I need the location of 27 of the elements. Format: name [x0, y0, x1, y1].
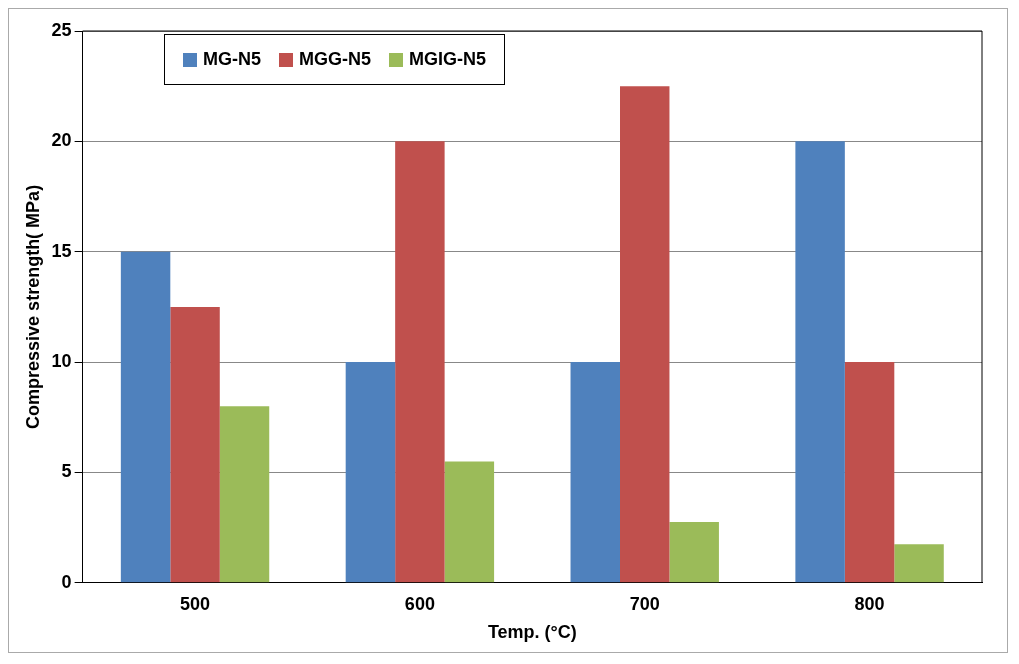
bar	[120, 251, 171, 583]
x-axis-title: Temp. (°C)	[487, 622, 577, 643]
x-tick-label: 700	[629, 593, 660, 614]
legend-label: MGIG-N5	[409, 49, 487, 70]
y-tick-label: 10	[51, 351, 72, 372]
legend-label: MGG-N5	[299, 49, 371, 70]
bar	[669, 522, 719, 583]
bar	[170, 306, 220, 583]
bar	[395, 141, 445, 583]
bar	[795, 141, 845, 583]
legend-label: MG-N5	[203, 49, 261, 70]
y-tick-label: 15	[51, 240, 72, 261]
bar	[219, 406, 270, 583]
y-tick-label: 20	[51, 130, 72, 151]
y-tick-label: 25	[51, 19, 72, 40]
y-tick-label: 5	[61, 461, 72, 482]
bar	[844, 362, 895, 583]
bar	[620, 86, 670, 583]
bar	[444, 461, 495, 583]
x-tick-label: 800	[854, 593, 885, 614]
bar	[570, 362, 620, 583]
x-tick-label: 600	[404, 593, 435, 614]
bar	[345, 362, 396, 583]
bar	[894, 544, 944, 583]
y-axis-title: Compressive strength( MPa)	[22, 184, 43, 429]
y-tick-label: 0	[61, 571, 72, 592]
x-tick-label: 500	[180, 593, 211, 614]
